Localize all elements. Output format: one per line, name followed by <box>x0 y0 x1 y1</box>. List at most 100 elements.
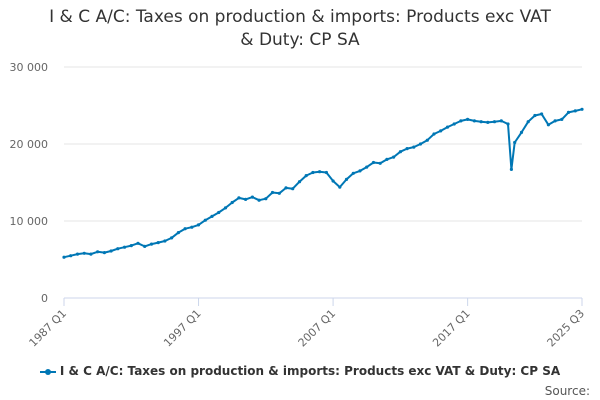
data-point[interactable] <box>499 119 503 123</box>
x-tick-label: 2017 Q1 <box>430 307 473 350</box>
data-point[interactable] <box>75 252 80 256</box>
chart-title-line-1: I & C A/C: Taxes on production & imports… <box>49 7 551 27</box>
x-tick-label: 1987 Q1 <box>27 307 70 350</box>
data-point[interactable] <box>89 252 93 256</box>
data-point[interactable] <box>82 251 86 255</box>
data-point[interactable] <box>486 120 490 124</box>
chart-title: I & C A/C: Taxes on production & imports… <box>0 6 600 52</box>
data-point[interactable] <box>459 119 463 123</box>
data-point[interactable] <box>149 242 154 246</box>
data-point[interactable] <box>533 113 537 118</box>
data-point[interactable] <box>439 129 443 133</box>
data-point[interactable] <box>513 140 517 145</box>
data-point[interactable] <box>540 112 544 116</box>
data-point[interactable] <box>344 177 349 181</box>
data-point[interactable] <box>223 206 228 210</box>
data-point[interactable] <box>526 120 530 124</box>
x-tick-label: 2007 Q1 <box>296 307 339 350</box>
data-point[interactable] <box>277 191 281 195</box>
data-point[interactable] <box>365 165 369 169</box>
data-point[interactable] <box>546 123 551 127</box>
data-point[interactable] <box>230 200 234 205</box>
data-point[interactable] <box>338 185 342 189</box>
data-point[interactable] <box>479 120 483 124</box>
data-point[interactable] <box>553 119 557 123</box>
data-point[interactable] <box>398 150 402 154</box>
data-point[interactable] <box>176 231 180 235</box>
data-point[interactable] <box>96 250 100 254</box>
data-point[interactable] <box>203 218 207 222</box>
data-point[interactable] <box>412 145 416 149</box>
data-point[interactable] <box>264 197 268 201</box>
data-point[interactable] <box>250 195 254 199</box>
data-point[interactable] <box>425 138 429 142</box>
legend-label: I & C A/C: Taxes on production & imports… <box>59 364 561 378</box>
data-point[interactable] <box>291 187 295 191</box>
chart-title-line-2: & Duty: CP SA <box>240 30 360 50</box>
data-point[interactable] <box>492 120 497 124</box>
data-point[interactable] <box>257 198 261 202</box>
data-point[interactable] <box>466 117 470 121</box>
data-point[interactable] <box>418 142 423 146</box>
data-point[interactable] <box>163 239 167 243</box>
data-point[interactable] <box>270 190 275 195</box>
gridlines <box>64 66 582 222</box>
data-point[interactable] <box>432 132 436 136</box>
data-point[interactable] <box>69 254 73 258</box>
data-point[interactable] <box>237 196 241 200</box>
data-point[interactable] <box>217 210 221 215</box>
data-point[interactable] <box>580 107 584 111</box>
y-tick-label: 10 000 <box>10 215 49 228</box>
data-point[interactable] <box>392 155 396 159</box>
data-point[interactable] <box>452 122 456 126</box>
data-point[interactable] <box>129 244 133 248</box>
data-point[interactable] <box>190 225 194 229</box>
data-point[interactable] <box>573 109 577 113</box>
data-point[interactable] <box>122 245 127 249</box>
data-point[interactable] <box>170 236 174 240</box>
data-point[interactable] <box>378 161 382 165</box>
data-point[interactable] <box>304 174 308 178</box>
data-point[interactable] <box>196 223 201 227</box>
data-point[interactable] <box>405 147 409 151</box>
data-point[interactable] <box>324 170 328 175</box>
data-point[interactable] <box>210 214 214 218</box>
x-tick-label: 1997 Q1 <box>161 307 204 350</box>
data-point[interactable] <box>116 247 120 251</box>
data-point[interactable] <box>183 227 187 231</box>
series-line[interactable] <box>63 108 583 259</box>
data-point[interactable] <box>109 249 113 253</box>
data-point[interactable] <box>62 255 66 259</box>
y-tick-label: 30 000 <box>10 61 49 74</box>
legend-item[interactable]: I & C A/C: Taxes on production & imports… <box>0 364 600 378</box>
y-tick-label: 20 000 <box>10 138 49 151</box>
data-point[interactable] <box>311 170 315 175</box>
data-point[interactable] <box>385 157 389 161</box>
data-point[interactable] <box>136 241 140 245</box>
series-group <box>62 107 584 259</box>
data-point[interactable] <box>506 122 510 126</box>
data-point[interactable] <box>331 179 335 183</box>
y-axis: 0 10 000 20 000 30 000 <box>10 61 49 305</box>
source-credits[interactable]: Source: <box>544 384 590 398</box>
data-point[interactable] <box>297 180 302 184</box>
y-tick-label: 0 <box>41 292 48 305</box>
data-point[interactable] <box>472 119 476 123</box>
data-point[interactable] <box>519 130 524 134</box>
x-axis: 1987 Q1 1997 Q1 2007 Q1 2017 Q1 2025 Q3 <box>27 297 587 350</box>
data-point[interactable] <box>318 170 322 174</box>
legend-line-icon <box>39 367 56 377</box>
data-point[interactable] <box>371 160 376 165</box>
data-point[interactable] <box>509 167 513 171</box>
data-point[interactable] <box>156 241 160 245</box>
data-point[interactable] <box>284 186 288 190</box>
data-point[interactable] <box>445 125 450 129</box>
data-point[interactable] <box>560 117 564 121</box>
data-point[interactable] <box>358 169 362 173</box>
data-point[interactable] <box>102 251 106 255</box>
data-point[interactable] <box>143 244 147 248</box>
data-point[interactable] <box>244 197 248 201</box>
data-point[interactable] <box>351 171 355 175</box>
data-point[interactable] <box>566 110 571 114</box>
